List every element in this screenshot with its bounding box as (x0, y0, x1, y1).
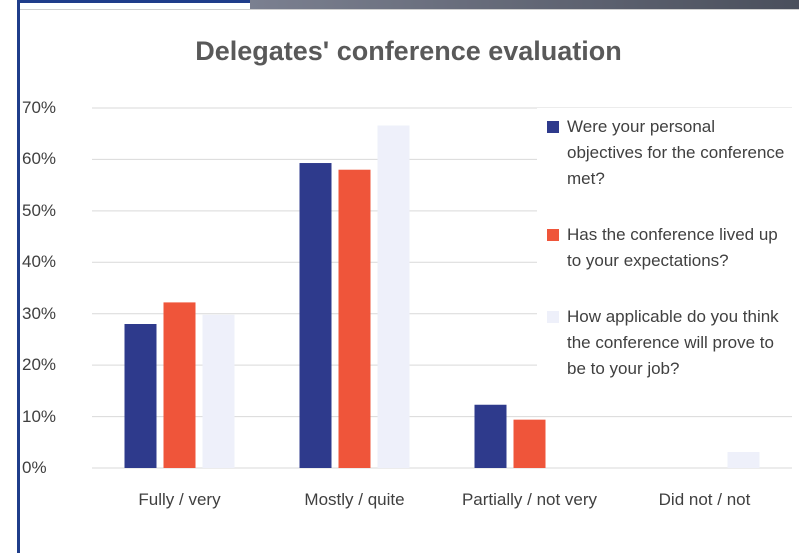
legend-swatch (547, 229, 559, 241)
x-tick-label: Partially / not very (455, 488, 605, 512)
legend-label: How applicable do you think the conferen… (567, 307, 779, 378)
legend-item: Has the conference lived up to your expe… (547, 222, 795, 274)
y-tick-label: 50% (22, 199, 68, 223)
legend-label: Were your personal objectives for the co… (567, 117, 784, 188)
legend-label: Has the conference lived up to your expe… (567, 225, 778, 270)
bar (300, 163, 332, 468)
x-tick-label: Fully / very (105, 488, 255, 512)
page: Delegates' conference evaluation Were yo… (0, 0, 799, 553)
legend-swatch (547, 121, 559, 133)
y-tick-label: 10% (22, 405, 68, 429)
bar (125, 324, 157, 468)
bar (203, 315, 235, 468)
x-tick-label: Mostly / quite (280, 488, 430, 512)
bar (728, 452, 760, 468)
y-tick-label: 70% (22, 96, 68, 120)
y-tick-label: 20% (22, 353, 68, 377)
frame-left (17, 0, 20, 553)
x-tick-label: Did not / not (630, 488, 780, 512)
bar (475, 405, 507, 468)
frame-line (20, 9, 799, 10)
legend-swatch (547, 311, 559, 323)
legend: Were your personal objectives for the co… (537, 108, 799, 416)
legend-item: How applicable do you think the conferen… (547, 304, 795, 382)
frame-top (18, 0, 250, 3)
y-tick-label: 30% (22, 302, 68, 326)
y-tick-label: 40% (22, 250, 68, 274)
bar (339, 170, 371, 468)
bar (514, 420, 546, 468)
legend-item: Were your personal objectives for the co… (547, 114, 795, 192)
bar (378, 125, 410, 468)
bar (164, 302, 196, 468)
header-strip (250, 0, 799, 9)
y-tick-label: 60% (22, 147, 68, 171)
chart-title: Delegates' conference evaluation (18, 36, 799, 67)
y-tick-label: 0% (22, 456, 68, 480)
